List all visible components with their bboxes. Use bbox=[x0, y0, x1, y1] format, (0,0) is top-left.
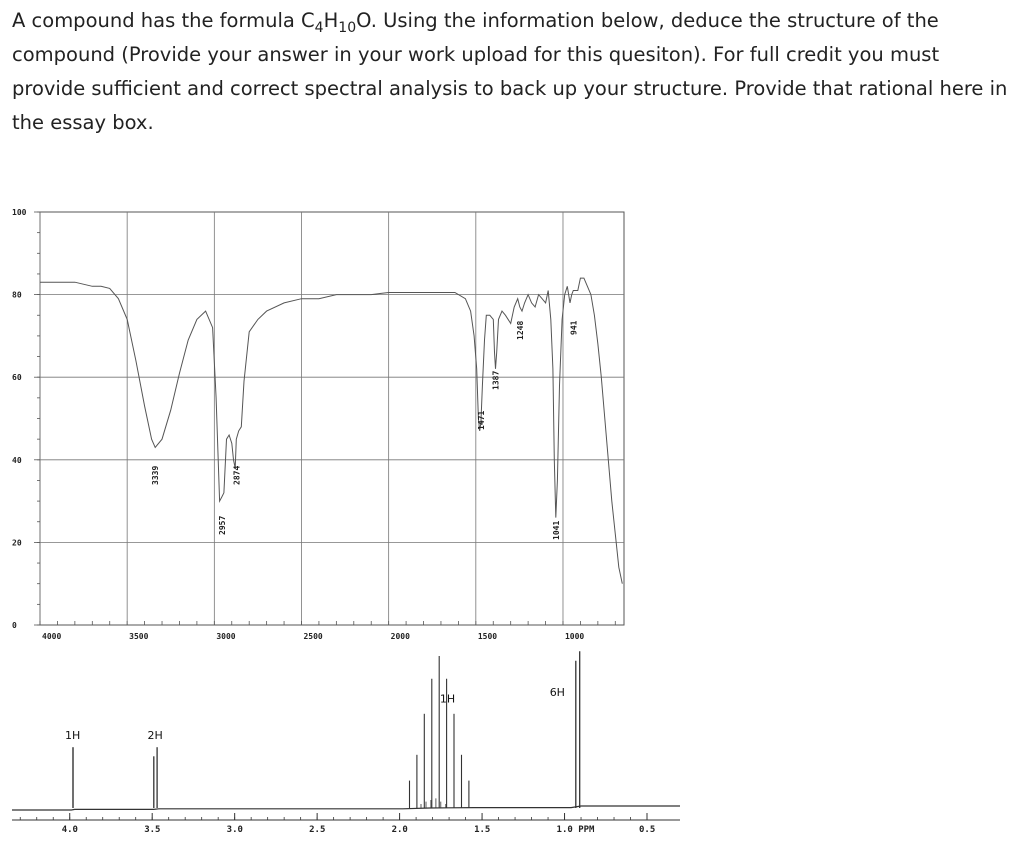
ir-x-tick-label: 1500 bbox=[478, 632, 497, 640]
ir-transmittance-line bbox=[40, 277, 623, 584]
nmr-tick-label: 0.5 bbox=[639, 825, 655, 835]
ir-x-tick-label: 3500 bbox=[129, 632, 148, 640]
question-intro: A compound has the formula C bbox=[12, 9, 315, 32]
formula-subscript-c: 4 bbox=[314, 19, 324, 36]
nmr-tick-label: 3.5 bbox=[144, 825, 160, 835]
nmr-tick-label: 3.0 bbox=[227, 825, 243, 835]
nmr-axis: 4.0 3.5 3.0 2.5 2.0 1.5 1.0 PPM 0.5 bbox=[12, 813, 680, 835]
ir-x-tick-label: 2500 bbox=[303, 632, 322, 640]
ir-x-tick-label: 3000 bbox=[216, 632, 235, 640]
ir-y-tick-label: 0 bbox=[12, 621, 17, 630]
nmr-tick-label: 2.5 bbox=[309, 825, 325, 835]
nmr-tick-label: 2.0 bbox=[392, 825, 408, 835]
ir-peak-labels: 3339 2957 2874 1471 1387 1248 1041 941 bbox=[151, 320, 578, 540]
ir-frame bbox=[39, 211, 625, 626]
nmr-baseline bbox=[12, 805, 680, 811]
formula-h: H bbox=[323, 9, 339, 32]
nmr-integration-label: 6H bbox=[550, 686, 565, 699]
nmr-integration-label: 1H bbox=[65, 729, 80, 742]
ir-peak-label: 2874 bbox=[232, 466, 241, 485]
ir-peak-label: 3339 bbox=[151, 466, 160, 485]
ir-x-tick-label: 4000 bbox=[42, 632, 61, 640]
question-text: A compound has the formula C4H10O. Using… bbox=[12, 4, 1012, 140]
ir-peak-label: 2957 bbox=[218, 516, 227, 535]
nmr-integration-label: 2H bbox=[148, 729, 163, 742]
nmr-tick-label: 1.0 PPM bbox=[557, 825, 596, 835]
ir-x-tick-label: 1000 bbox=[565, 632, 584, 640]
ir-y-tick-label: 100 bbox=[12, 208, 27, 217]
ir-grid bbox=[39, 211, 625, 626]
nmr-tick-label: 1.5 bbox=[474, 825, 490, 835]
ir-peak-label: 1041 bbox=[552, 521, 561, 540]
ir-y-tick-label: 20 bbox=[12, 538, 22, 547]
ir-axes: 4000 3500 3000 2500 2000 1500 1000 0 20 40 60 80 100 bbox=[12, 208, 616, 640]
ir-x-tick-label: 2000 bbox=[391, 632, 410, 640]
nmr-spectrum-chart: 4.0 3.5 3.0 2.5 2.0 1.5 1.0 PPM 0.5 1H 2H 1H 6H bbox=[12, 651, 680, 835]
nmr-integration-label: 1H bbox=[440, 692, 455, 705]
ir-peak-label: 1471 bbox=[477, 411, 486, 430]
ir-y-tick-label: 40 bbox=[12, 456, 22, 465]
ir-spectrum-chart: 4000 3500 3000 2500 2000 1500 1000 0 20 40 60 80 100… bbox=[12, 208, 625, 640]
ir-peak-label: 941 bbox=[569, 320, 578, 335]
ir-y-tick-label: 80 bbox=[12, 291, 22, 300]
nmr-tick-label: 4.0 bbox=[62, 825, 78, 835]
question-rest: O. Using the information below, deduce t… bbox=[12, 9, 1008, 134]
nmr-peaks: 1H 2H 1H 6H bbox=[65, 651, 581, 808]
ir-y-tick-label: 60 bbox=[12, 373, 22, 382]
ir-peak-label: 1387 bbox=[492, 371, 501, 390]
ir-peak-label: 1248 bbox=[516, 321, 525, 340]
formula-subscript-h: 10 bbox=[338, 19, 357, 36]
